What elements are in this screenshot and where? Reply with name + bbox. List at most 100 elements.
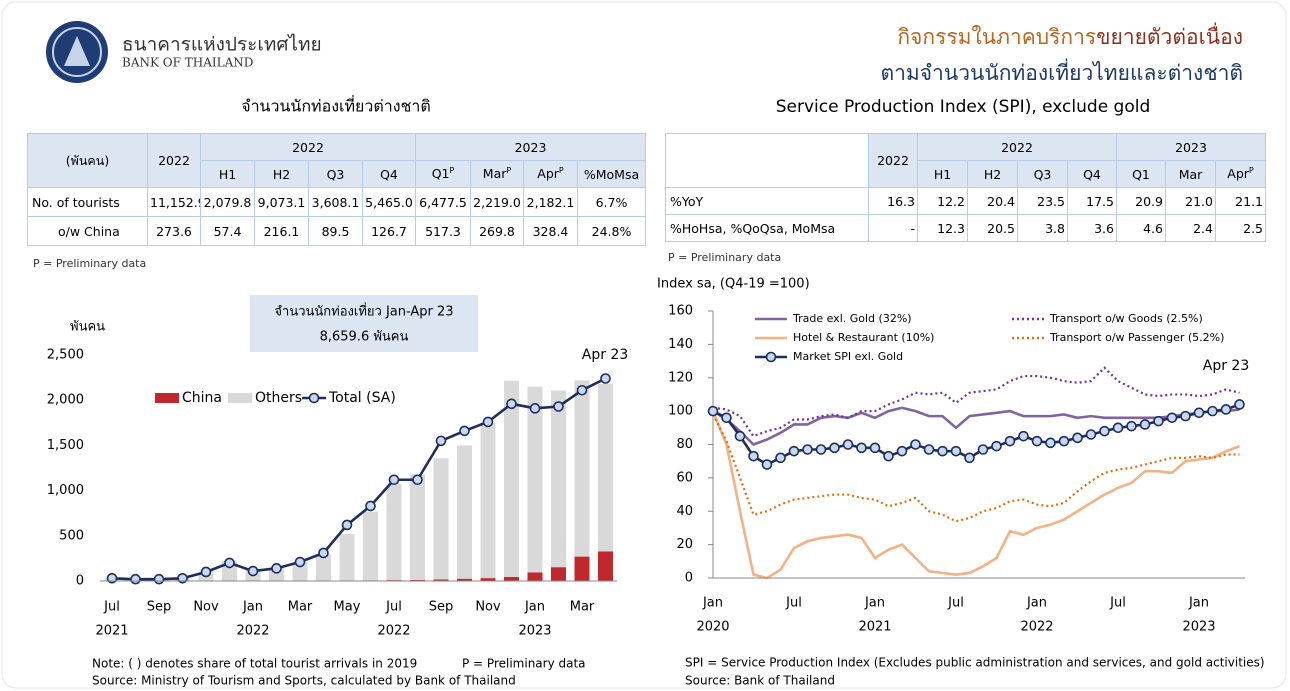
marker [1018, 430, 1029, 442]
bar [363, 511, 378, 581]
column-sup: P [558, 166, 564, 176]
bar [316, 554, 331, 581]
cell: 328.4 [523, 216, 578, 246]
cell: 2.5 [1214, 214, 1267, 242]
marker [1072, 432, 1083, 444]
bar [433, 458, 449, 580]
group-cell: 2022 [917, 133, 1117, 161]
column-header: AprP [523, 160, 578, 188]
cell: 5,465.0 [362, 187, 416, 217]
marker [388, 474, 400, 486]
column-header: Q4 [362, 160, 416, 188]
cell: 21.1 [1214, 187, 1267, 215]
corner-cell [665, 133, 869, 188]
y-tick-label: 500 [59, 528, 84, 543]
column-text: Q4 [1083, 166, 1101, 182]
column-text: H1 [933, 166, 952, 182]
cell: - [868, 214, 918, 242]
column-text: Apr [1227, 166, 1249, 182]
legend-label: Total (SA) [328, 390, 396, 406]
cell: 517.3 [415, 216, 471, 246]
column-header: AprP [1214, 160, 1267, 188]
bar [457, 578, 472, 581]
year-cell: 2022 [868, 133, 918, 188]
data-row: o/w China 273.6 57.4 216.1 89.5 126.7 517.3 269… [27, 216, 646, 246]
bar [410, 474, 425, 580]
cell: 2,219.0 [470, 187, 524, 217]
marker [923, 444, 935, 455]
x-tick-label: Sep [429, 600, 454, 615]
marker [1220, 404, 1232, 415]
row-label: %HoHsa, %QoQsa, MoMsa [665, 214, 869, 242]
y-tick-label: 1,000 [47, 483, 84, 498]
marker [1180, 410, 1191, 422]
bank-name-th: ธนาคารแห่งประเทศไทย [122, 34, 322, 56]
x-tick-label: Sep [147, 600, 172, 615]
cell: 16.3 [868, 187, 918, 215]
legend-marker [765, 351, 777, 363]
marker [1153, 415, 1164, 427]
callout-box [250, 295, 478, 352]
marker [1004, 435, 1016, 447]
bar [574, 556, 590, 581]
y-tick-label: 160 [668, 304, 693, 319]
column-text: Mar [1178, 166, 1203, 182]
y-tick-label: 80 [676, 437, 693, 452]
column-text: H2 [983, 166, 1002, 182]
marker [937, 445, 948, 457]
data-row: %HoHsa, %QoQsa, MoMsa -12.3 20.5 3.8 3.6 4.6 2… [665, 214, 1267, 242]
cell: 24.8% [577, 216, 646, 246]
data-row: %YoY 16.3 12.2 20.4 23.5 17.5 20.9 21.0 21.1 [665, 187, 1267, 215]
slide-subtitle: ตามจำนวนนักท่องเที่ยวไทยและต่างชาติ [880, 58, 1243, 85]
marker [869, 442, 881, 454]
x-tick-label: Jul [103, 600, 120, 615]
cell: 216.1 [254, 216, 309, 246]
cell: 3.8 [1017, 214, 1068, 242]
column-header: H2 [254, 160, 309, 188]
cell: 20.5 [967, 214, 1018, 242]
column-text: Q1 [1132, 166, 1150, 182]
bar [386, 484, 402, 581]
cell: 6,477.5 [415, 187, 471, 217]
bar [598, 383, 613, 552]
marker [1031, 435, 1043, 447]
marker [600, 373, 611, 384]
bar [527, 572, 543, 581]
cell: 2,182.1 [523, 187, 578, 217]
column-text: H2 [272, 166, 291, 182]
bar [574, 380, 590, 557]
legend-swatch [228, 393, 252, 403]
source: Source: Ministry of Tourism and Sports, … [92, 674, 516, 688]
year-cell: 2022 [147, 133, 201, 188]
annotation: Apr 23 [582, 347, 628, 363]
marker [529, 403, 541, 414]
column-header: %MoMsa [577, 160, 646, 188]
column-text: Mar [482, 166, 507, 182]
cell: 23.5 [1017, 187, 1068, 215]
cell: 11,152.9 [147, 187, 201, 217]
bar [410, 579, 425, 581]
column-header: Q4 [1067, 160, 1117, 188]
marker [247, 565, 259, 577]
bar [480, 422, 496, 579]
y-tick-label: 100 [668, 404, 693, 419]
marker [459, 425, 470, 437]
cell: 4.6 [1116, 214, 1166, 242]
slide-title: กิจกรรมในภาคบริการขยายตัวต่อเนื่อง [897, 22, 1243, 49]
x-tick-label: Jul [785, 596, 802, 611]
x-group-label: 2023 [518, 624, 551, 639]
marker [991, 440, 1002, 452]
bar [527, 386, 543, 573]
cell: 17.5 [1067, 187, 1117, 215]
line [711, 410, 1240, 580]
data-table: (พันคน) 2022 2022 2023 H1 H2 Q3 Q4 Q1P MarP AprP %M… [27, 133, 646, 246]
marker [341, 519, 353, 531]
legend-label: Trade exl. Gold (32%) [792, 312, 912, 325]
legend-label: Market SPI exl. Gold [793, 350, 903, 363]
marker [775, 452, 786, 464]
line [111, 377, 607, 581]
title-part: กิจกรรมในภาคบริการ [897, 25, 1096, 49]
row-label: o/w China [27, 216, 148, 246]
